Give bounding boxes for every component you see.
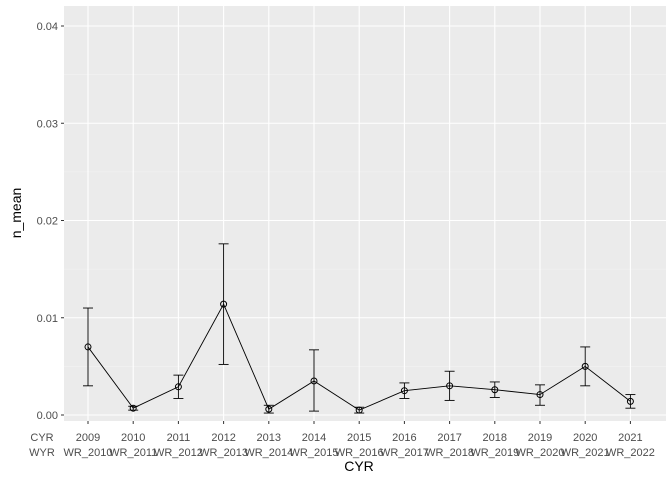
data-point <box>400 387 408 395</box>
x-tick-label: 2016 <box>392 432 416 444</box>
x-tick-sublabel: WR_2017 <box>380 447 429 459</box>
x-tick-label: 2011 <box>167 432 191 444</box>
y-axis-title: n_mean <box>8 188 24 239</box>
y-axis: 0.00 0.01 0.02 0.03 0.04 <box>37 21 64 422</box>
data-point <box>265 405 273 413</box>
data-point <box>129 404 137 412</box>
y-tick-label: 0.01 <box>37 313 58 325</box>
x-tick-label: 2017 <box>437 432 461 444</box>
y-tick-label: 0.00 <box>37 410 58 422</box>
data-point <box>220 300 228 308</box>
data-points <box>84 300 634 414</box>
x-tick-label: 2013 <box>257 432 281 444</box>
data-point <box>491 386 499 394</box>
x-tick-sublabel: WR_2013 <box>199 447 248 459</box>
y-tick-label: 0.03 <box>37 118 58 130</box>
x-tick-label: 2020 <box>573 432 597 444</box>
x-tick-label: 2019 <box>528 432 552 444</box>
data-point <box>174 383 182 391</box>
data-point <box>84 343 92 351</box>
x-tick-sublabel: WR_2010 <box>64 447 113 459</box>
data-point <box>446 382 454 390</box>
x-tick-label: 2014 <box>302 432 326 444</box>
x-tick-sublabel: WR_2019 <box>470 447 519 459</box>
x-header-label-primary: CYR <box>30 432 53 444</box>
data-point <box>536 391 544 399</box>
x-tick-label: 2021 <box>618 432 642 444</box>
x-tick-sublabel: WR_2011 <box>109 447 157 459</box>
x-axis: 2009 WR_2010 2010 WR_2011 2011 WR_2012 2012 WR_… <box>29 421 655 459</box>
x-tick-sublabel: WR_2021 <box>561 447 610 459</box>
data-point <box>581 362 589 370</box>
major-gridlines <box>64 6 666 421</box>
y-tick-label: 0.02 <box>37 216 58 228</box>
x-axis-title: CYR <box>344 458 374 474</box>
data-point <box>355 406 363 414</box>
x-tick-label: 2015 <box>347 432 371 444</box>
x-tick-sublabel: WR_2015 <box>290 447 339 459</box>
minor-gridlines <box>64 74 666 367</box>
series-line-group <box>87 303 631 411</box>
x-tick-sublabel: WR_2014 <box>244 447 293 459</box>
data-point <box>310 377 318 385</box>
panel-background <box>64 6 666 421</box>
x-tick-label: 2010 <box>121 432 145 444</box>
series-line <box>87 303 631 411</box>
x-header-label-secondary: WYR <box>29 447 55 459</box>
x-tick-sublabel: WR_2020 <box>516 447 565 459</box>
x-tick-label: 2009 <box>76 432 100 444</box>
x-tick-sublabel: WR_2016 <box>335 447 384 459</box>
x-tick-sublabel: WR_2022 <box>606 447 655 459</box>
x-tick-sublabel: WR_2018 <box>425 447 474 459</box>
data-point <box>626 397 634 405</box>
x-tick-label: 2012 <box>211 432 235 444</box>
x-tick-label: 2018 <box>483 432 507 444</box>
y-tick-label: 0.04 <box>37 21 58 33</box>
x-tick-sublabel: WR_2012 <box>154 447 203 459</box>
